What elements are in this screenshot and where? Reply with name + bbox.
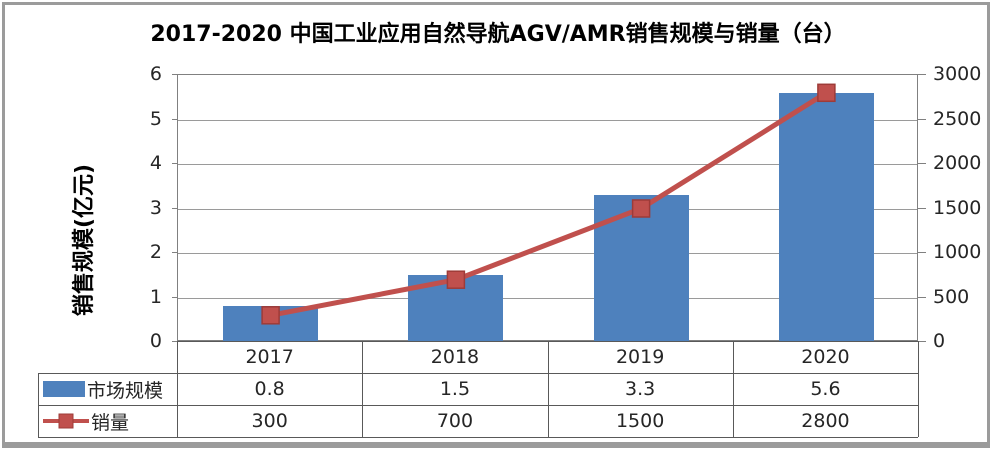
- right-axis-tickmark: [918, 296, 926, 298]
- left-axis-tickmark: [172, 118, 177, 120]
- sales-marker-2020: [817, 83, 836, 103]
- right-axis-tickmark: [918, 207, 926, 209]
- y-axis-title: 销售规模(亿元): [72, 163, 97, 317]
- value-cell-市场规模-2017: 0.8: [254, 378, 285, 400]
- gridline: [178, 119, 917, 121]
- value-cell-市场规模-2018: 1.5: [439, 378, 471, 400]
- table-vline: [38, 373, 39, 437]
- line-legend-icon: [43, 413, 89, 429]
- table-hline: [38, 437, 918, 438]
- category-cell-2017: 2017: [245, 346, 294, 368]
- right-axis-tick-label: 3000: [933, 63, 982, 85]
- value-cell-销量-2020: 2800: [801, 410, 850, 432]
- category-cell-2020: 2020: [801, 346, 850, 368]
- right-axis-tickmark: [918, 252, 926, 253]
- plot-area: [177, 74, 918, 343]
- gridline: [178, 208, 917, 210]
- right-axis-tickmark: [918, 74, 926, 75]
- left-axis-tickmark: [172, 252, 177, 253]
- right-axis-tick-label: 0: [933, 330, 946, 352]
- left-axis-tickmark: [172, 207, 177, 209]
- value-cell-市场规模-2019: 3.3: [625, 378, 656, 400]
- left-axis-tick-label: 3: [149, 196, 162, 219]
- value-cell-销量-2017: 300: [251, 410, 288, 432]
- left-axis-tickmark: [172, 341, 177, 342]
- sales-marker-2017: [261, 306, 280, 325]
- chart-title: 2017-2020 中国工业应用自然导航AGV/AMR销售规模与销量（台）: [150, 22, 846, 47]
- left-axis-tickmark: [172, 163, 177, 164]
- legend-label: 市场规模: [87, 379, 164, 402]
- table-vline: [362, 341, 364, 437]
- right-axis-tick-label: 2500: [933, 107, 982, 130]
- right-axis-tickmark: [918, 163, 926, 164]
- right-axis-tick-label: 1500: [933, 196, 982, 219]
- left-axis-tickmark: [172, 74, 177, 75]
- value-cell-市场规模-2020: 5.6: [810, 378, 841, 400]
- bar-legend-icon: [43, 381, 85, 397]
- bar-2020: [778, 92, 874, 342]
- sales-line-layer: [261, 83, 836, 325]
- legend-cell-1: 销量: [39, 405, 177, 437]
- legend-cell-0: 市场规模: [39, 373, 177, 405]
- sales-line: [270, 90, 828, 318]
- left-axis-tick-label: 5: [149, 107, 162, 130]
- value-cell-销量-2019: 1500: [615, 410, 665, 432]
- category-cell-2019: 2019: [615, 346, 665, 368]
- left-axis-tick-label: 0: [149, 330, 162, 352]
- table-hline: [38, 373, 918, 374]
- table-vline: [732, 341, 734, 437]
- table-vline: [918, 341, 919, 437]
- value-cell-销量-2018: 700: [436, 410, 474, 432]
- right-axis-tick-label: 2000: [933, 152, 982, 174]
- right-axis-tick-label: 500: [933, 285, 970, 308]
- sales-marker-2019: [631, 199, 651, 218]
- right-axis-tick-label: 1000: [933, 241, 982, 263]
- gridline: [178, 253, 917, 254]
- left-axis-tick-label: 6: [149, 63, 162, 85]
- right-axis-tickmark: [918, 118, 926, 120]
- table-hline: [38, 405, 918, 406]
- table-vline: [547, 341, 549, 437]
- category-cell-2018: 2018: [430, 346, 480, 368]
- right-axis-tickmark: [918, 341, 926, 342]
- left-axis-tick-label: 2: [149, 241, 162, 263]
- gridline: [178, 297, 917, 299]
- legend-label: 销量: [91, 411, 130, 434]
- table-vline: [177, 341, 178, 437]
- left-axis-tick-label: 1: [149, 285, 162, 308]
- left-axis-tickmark: [172, 296, 177, 298]
- sales-marker-2018: [446, 270, 466, 289]
- gridline: [178, 164, 917, 165]
- left-axis-tick-label: 4: [149, 152, 162, 174]
